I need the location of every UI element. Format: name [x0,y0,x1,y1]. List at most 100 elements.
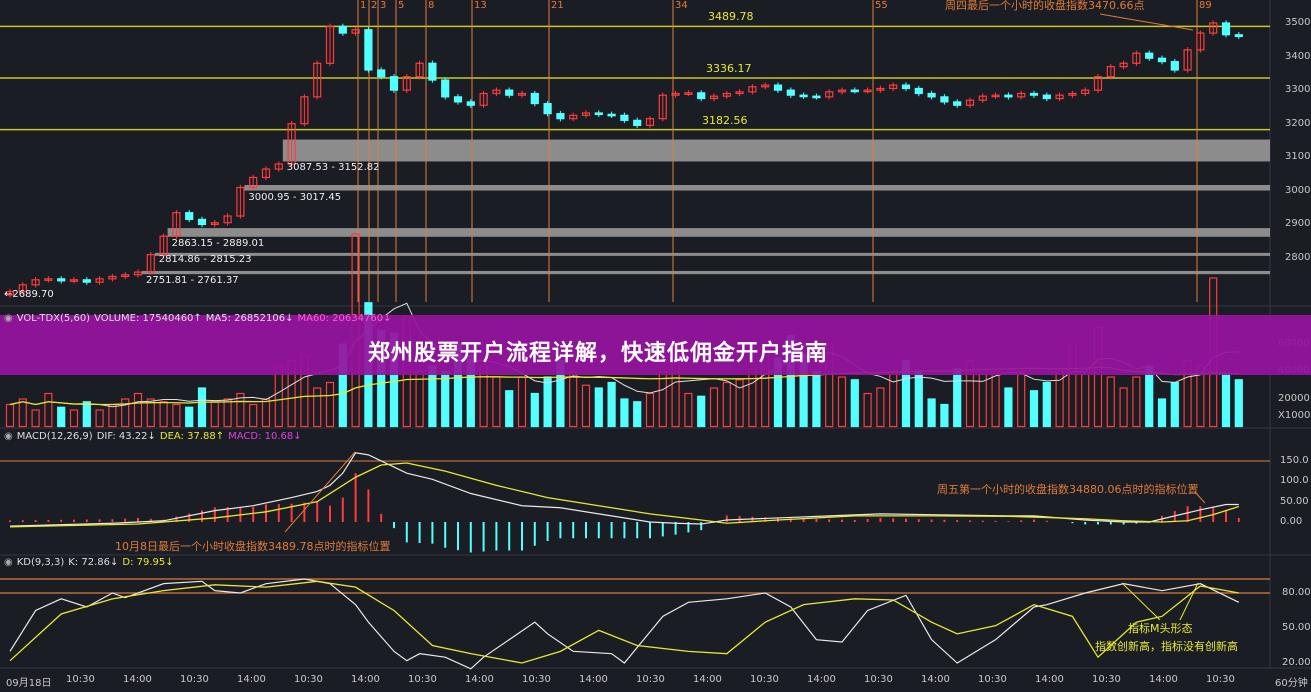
volume-bar [1029,390,1039,428]
volume-bar [569,370,578,428]
volume-bar [69,409,79,428]
volume-bar [428,365,437,428]
candle-up [223,215,232,224]
price-axis-tick: 3400 [1285,50,1311,62]
candle-down [543,102,552,115]
price-annotation: 周四最后一个小时的收盘指数3470.66点 [945,0,1145,12]
kd-indicator-name[interactable]: KD(9,3,3) [16,557,65,568]
support-zone [167,228,1271,237]
candle-up [121,274,130,278]
candle-up [261,168,271,179]
fib-label: 34 [675,0,688,11]
level-label: 3336.17 [706,61,752,75]
fib-label: 55 [875,0,888,11]
volume-bar [953,368,962,428]
candle-down [364,29,373,71]
fib-label: 3 [380,0,387,11]
volume-bar [121,398,130,428]
candle-down [594,112,603,116]
macd-axis-tick: 150.0 [1280,454,1309,466]
candle-down [927,92,936,98]
volume-bar [748,368,757,428]
candle-up [991,94,1000,98]
candle-up [313,62,322,98]
support-zone [154,252,1270,256]
volume-bar [261,398,271,428]
kd-axis-tick: 80.00 [1282,586,1311,598]
candle-down [697,92,706,100]
candle-down [428,62,437,81]
candle-up [978,95,987,101]
banner-title: 郑州股票开户流程详解，快速低佣金开户指南 [368,341,829,366]
zone-label: 3000.95 - 3017.45 [248,191,342,203]
settings-icon[interactable]: ◉ [4,313,13,324]
candle-up [44,278,53,281]
candle-up [709,95,719,100]
volume-bar [978,373,987,428]
support-zone [142,270,1270,275]
volume-value: VOLUME: 17540460↑ [94,313,202,324]
candle-up [325,25,335,64]
candle-up [1081,89,1090,95]
candle-up [492,89,501,95]
time-axis-label: 10:30 [864,674,893,685]
candle-up [95,278,104,283]
candle-up [1183,49,1192,71]
annotation-arrow [1194,491,1206,504]
candle-up [761,84,770,88]
candle-up [108,275,117,280]
candle-down [1170,61,1179,71]
candle-up [1106,66,1115,78]
period-selector[interactable]: 60分钟 [1275,678,1308,689]
kd-header: ◉ KD(9,3,3) K: 72.86↓ D: 79.95↓ [4,557,178,568]
candle-up [172,212,181,237]
candle-up [517,92,527,96]
candle-down [466,101,475,106]
zone-label: 3087.53 - 3152.82 [286,162,380,174]
volume-bar [697,395,706,428]
volume-bar [44,392,53,428]
candle-up [735,91,744,95]
candle-down [57,278,66,282]
candle-down [505,89,514,96]
volume-indicator-name[interactable]: VOL-TDX(5,60) [16,313,91,324]
candle-up [1132,52,1141,64]
macd-indicator-name[interactable]: MACD(12,26,9) [16,431,93,442]
time-axis-label: 14:00 [921,674,950,685]
candle-up [1093,76,1103,91]
candle-up [569,114,578,120]
volume-bar [172,403,181,428]
candle-up [300,96,309,125]
candle-up [1119,62,1128,68]
fib-label: 5 [398,0,405,11]
candle-down [1157,57,1167,63]
volume-bar [684,392,693,428]
volume-bar [1017,370,1026,428]
volume-bar [185,406,194,428]
candle-down [901,84,911,90]
volume-bar [82,401,91,428]
volume-bar [5,403,15,428]
candle-up [210,222,219,226]
time-axis-label: 14:00 [1035,674,1064,685]
volume-bar [274,365,283,428]
fib-label: 89 [1199,0,1212,11]
volume-bar [812,370,821,428]
fib-label: 13 [474,0,487,11]
kd-axis-tick: 20.00 [1282,657,1311,668]
candle-up [1196,32,1205,51]
volume-bar [57,406,66,428]
d-line [9,580,1239,664]
candle-up [748,86,757,93]
volume-bar [108,403,117,428]
candle-down [1029,92,1039,96]
candle-up [889,84,898,90]
settings-icon[interactable]: ◉ [4,557,13,568]
candle-up [876,87,885,91]
volume-header: ◉ VOL-TDX(5,60) VOLUME: 17540460↑ MA5: 2685… [4,313,395,324]
settings-icon[interactable]: ◉ [4,431,13,442]
support-zone [244,184,1270,191]
dif-line [9,452,1239,527]
